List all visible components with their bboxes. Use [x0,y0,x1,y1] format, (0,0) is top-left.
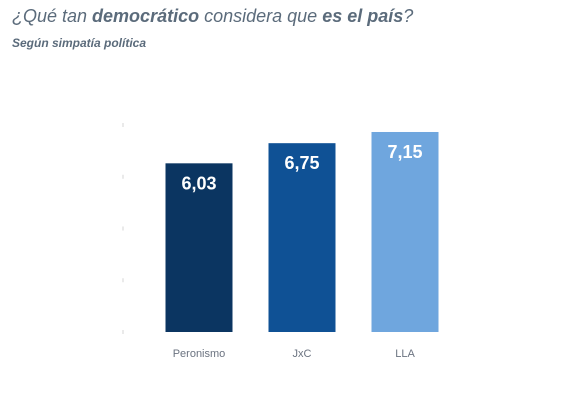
category-label: LLA [395,348,415,360]
title-part: ? [403,6,414,26]
chart-title: ¿Qué tan democrático considera que es el… [12,6,413,27]
title-part-bold: es el país [322,6,404,26]
category-label: Peronismo [173,348,226,360]
bar-peronismo [165,163,233,332]
bar-jxc [268,143,336,332]
data-label: 6,03 [181,173,216,193]
category-label: JxC [293,348,312,360]
title-part-bold: democrático [92,6,200,26]
chart-subtitle: Según simpatía política [12,36,147,50]
data-label: 6,75 [284,153,319,173]
title-part: ¿Qué tan [12,6,93,26]
title-part: considera que [199,6,323,26]
bar-lla [371,131,439,332]
data-label: 7,15 [387,142,422,162]
